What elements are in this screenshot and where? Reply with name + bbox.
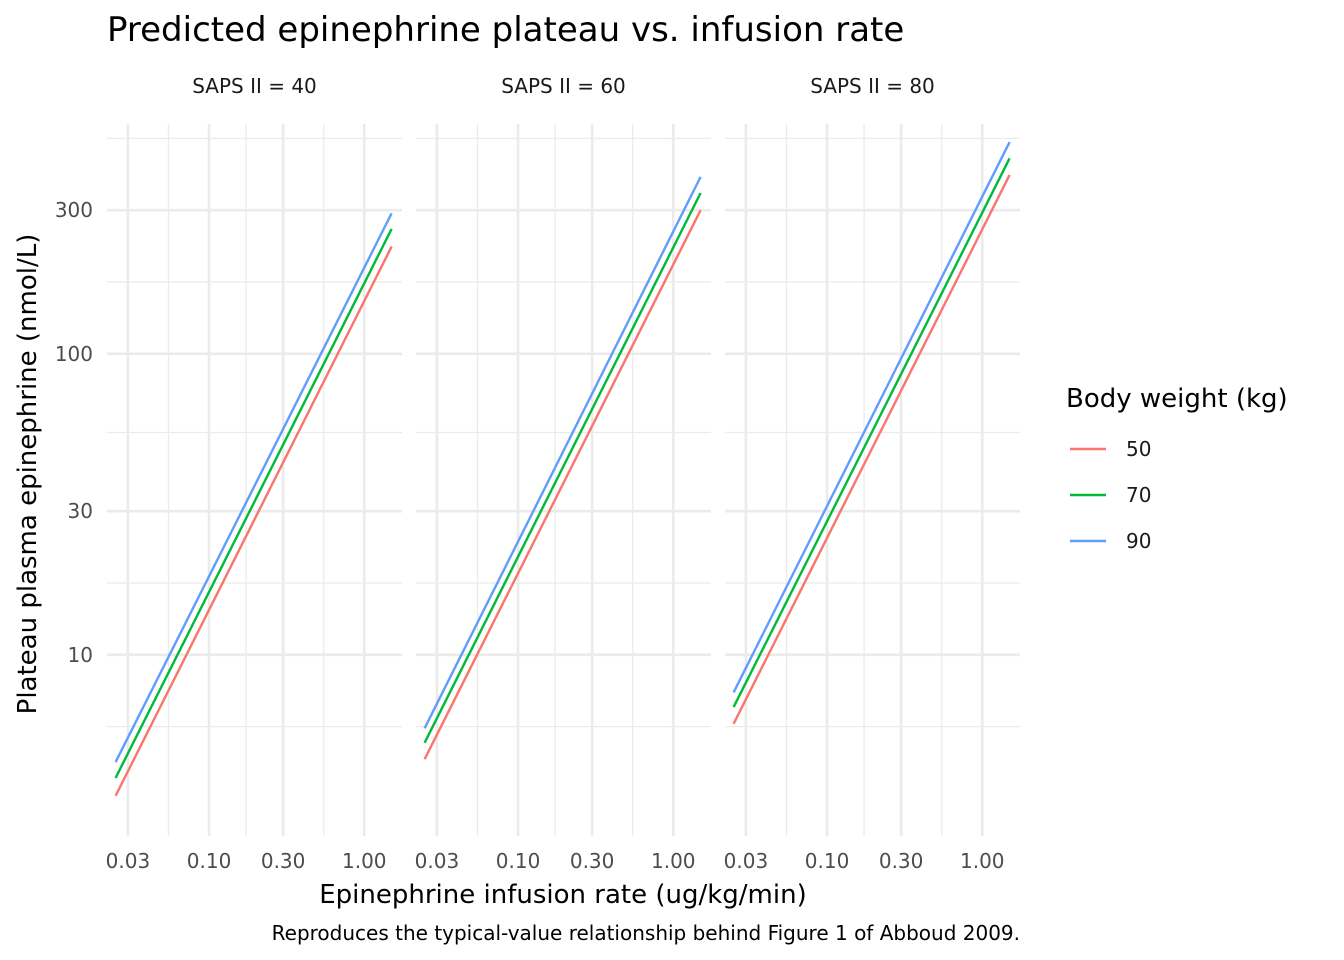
chart-title: Predicted epinephrine plateau vs. infusi…	[107, 10, 904, 50]
chart-caption: Reproduces the typical-value relationshi…	[272, 921, 1020, 945]
x-tick-label: 0.10	[187, 849, 232, 873]
legend-item-50: 50	[1070, 437, 1151, 461]
legend-label: 90	[1126, 529, 1151, 553]
series-line-50	[732, 174, 1011, 725]
x-tick-label: 1.00	[960, 849, 1005, 873]
legend-label: 70	[1126, 483, 1151, 507]
x-tick-label: 1.00	[342, 849, 387, 873]
x-tick-label: 0.30	[570, 849, 615, 873]
y-tick-label: 300	[55, 198, 93, 222]
panel-1: SAPS II = 40 0.03 0.10 0.30 1.00	[106, 74, 402, 873]
series-line-70	[423, 192, 702, 744]
legend-label: 50	[1126, 437, 1151, 461]
y-axis-label: Plateau plasma epinephrine (nmol/L)	[13, 234, 43, 715]
x-tick-label: 0.03	[724, 849, 769, 873]
x-tick-label: 0.30	[261, 849, 306, 873]
y-tick-label: 100	[55, 342, 93, 366]
series-line-50	[423, 209, 702, 760]
series-line-70	[732, 157, 1011, 708]
panel-3: SAPS II = 80 0.03 0.10 0.30 1.00	[724, 74, 1020, 873]
x-tick-label: 1.00	[651, 849, 696, 873]
panel-strip-label: SAPS II = 80	[810, 74, 935, 98]
y-tick-label: 10	[68, 643, 93, 667]
panel-2: SAPS II = 60 0.03 0.10 0.30 1.00	[415, 74, 711, 873]
x-tick-label: 0.03	[106, 849, 151, 873]
x-tick-label: 0.03	[415, 849, 460, 873]
x-tick-label: 0.10	[805, 849, 850, 873]
y-axis-ticks: 10 30 100 300	[55, 198, 93, 667]
panel-strip-label: SAPS II = 60	[501, 74, 626, 98]
y-tick-label: 30	[68, 499, 93, 523]
series-line-90	[732, 141, 1011, 693]
series-line-90	[423, 176, 702, 729]
series-line-50	[114, 246, 393, 797]
x-tick-label: 0.30	[879, 849, 924, 873]
x-tick-label: 0.10	[496, 849, 541, 873]
panel-strip-label: SAPS II = 40	[192, 74, 317, 98]
legend: Body weight (kg) 50 70 90	[1066, 384, 1288, 553]
x-axis-label: Epinephrine infusion rate (ug/kg/min)	[319, 880, 806, 910]
legend-item-70: 70	[1070, 483, 1151, 507]
series-line-70	[114, 228, 393, 779]
legend-item-90: 90	[1070, 529, 1151, 553]
legend-title: Body weight (kg)	[1066, 384, 1288, 414]
series-line-90	[114, 212, 393, 763]
